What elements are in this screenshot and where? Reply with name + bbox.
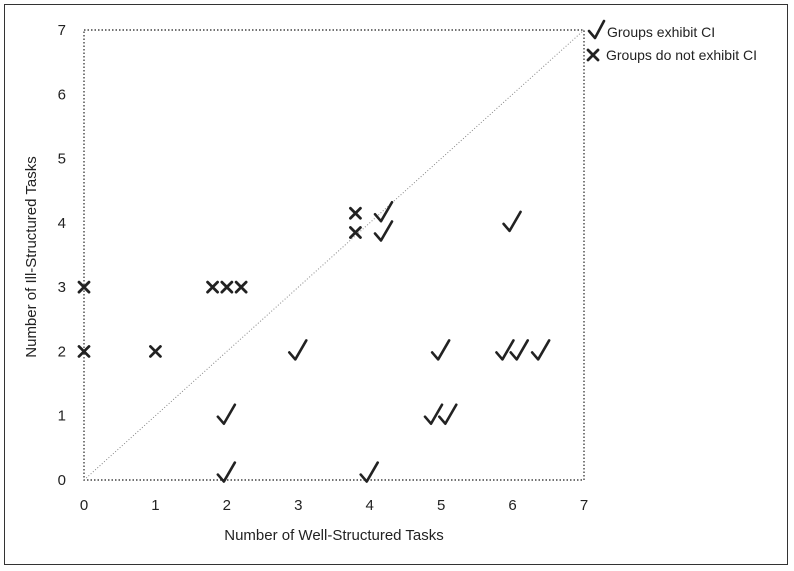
y-tick-label: 7 [58, 22, 66, 39]
check-marker [509, 339, 530, 361]
y-tick-label: 3 [58, 279, 66, 296]
plot-border [83, 29, 585, 481]
y-tick-label: 5 [58, 151, 66, 168]
check-icon [587, 19, 606, 40]
plot-area [83, 29, 585, 481]
x-marker [349, 206, 362, 220]
x-marker [349, 226, 362, 239]
y-tick-label: 1 [58, 408, 66, 425]
y-tick-label: 4 [58, 215, 66, 232]
legend: Groups exhibit CI Groups do not exhibit … [586, 19, 757, 63]
legend-item-exhibit: Groups exhibit CI [587, 19, 715, 40]
check-marker [423, 403, 444, 426]
legend-label-exhibit: Groups exhibit CI [607, 24, 715, 40]
x-mark-icon [586, 48, 600, 62]
y-tick-label: 6 [58, 86, 66, 103]
data-markers [77, 200, 551, 483]
x-marker [206, 280, 219, 294]
legend-label-not-exhibit: Groups do not exhibit CI [606, 47, 757, 63]
x-marker [234, 280, 248, 294]
check-marker [373, 200, 394, 223]
check-marker [530, 339, 551, 361]
diagonal-reference-line [83, 29, 585, 481]
check-marker [373, 220, 394, 242]
x-tick-label: 6 [508, 497, 516, 514]
check-marker [502, 210, 522, 233]
x-axis-label: Number of Well-Structured Tasks [224, 527, 444, 544]
x-marker [149, 345, 162, 358]
check-marker [437, 403, 458, 426]
check-marker [216, 461, 237, 483]
y-tick-label: 0 [58, 472, 66, 489]
x-marker [220, 280, 234, 294]
x-tick-label: 3 [294, 497, 302, 514]
x-tick-label: 2 [223, 497, 231, 514]
y-axis-label: Number of Ill-Structured Tasks [23, 156, 40, 357]
check-marker [430, 339, 451, 361]
y-tick-label: 2 [58, 343, 66, 360]
check-marker [495, 339, 515, 361]
x-marker [77, 280, 91, 294]
x-tick-label: 5 [437, 497, 445, 514]
check-marker [216, 403, 237, 426]
x-axis-ticks: 0 1 2 3 4 5 6 7 [80, 497, 588, 514]
legend-item-not-exhibit: Groups do not exhibit CI [586, 47, 757, 63]
x-tick-label: 1 [151, 497, 159, 514]
x-tick-label: 0 [80, 497, 88, 514]
chart-frame [4, 4, 788, 565]
x-tick-label: 4 [366, 497, 374, 514]
x-marker [77, 345, 91, 358]
x-tick-label: 7 [580, 497, 588, 514]
y-axis-ticks: 0 1 2 3 4 5 6 7 [58, 22, 66, 489]
check-marker [287, 339, 308, 361]
check-marker [359, 461, 380, 483]
